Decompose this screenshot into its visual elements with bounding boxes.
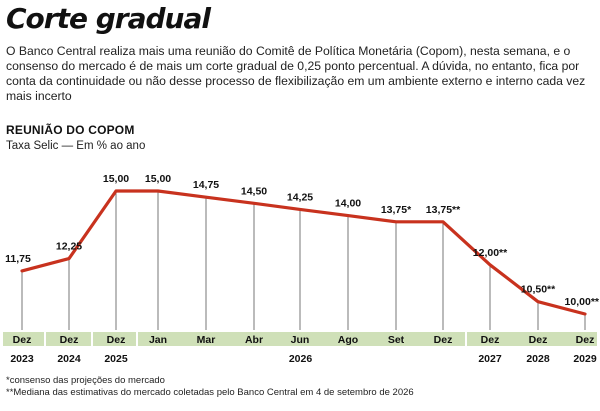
month-tick-label: Jun: [291, 334, 310, 346]
month-tick-label: Dez: [529, 334, 548, 346]
year-label: 2028: [526, 353, 550, 365]
data-label: 12,00**: [473, 247, 508, 259]
year-label: 2024: [57, 353, 81, 365]
group-year-label: 2026: [289, 353, 313, 365]
data-label: 14,00: [335, 198, 361, 210]
month-tick-label: Jan: [149, 334, 167, 346]
month-tick-label: Mar: [197, 334, 216, 346]
chart-subtitle: Taxa Selic — Em % ao ano: [6, 140, 146, 152]
month-tick-label: Dez: [481, 334, 500, 346]
month-tick-label: Set: [388, 334, 405, 346]
month-tick-label: Dez: [60, 334, 79, 346]
month-band: [3, 332, 597, 346]
series-line-selic: [20, 189, 587, 316]
headline: Corte gradual: [6, 2, 211, 35]
year-label: 2029: [573, 353, 597, 365]
footnote-2: **Mediana das estimativas do mercado col…: [6, 387, 414, 398]
data-label: 14,75: [193, 179, 219, 191]
data-label: 13,75*: [381, 204, 412, 216]
footnote-1: *consenso das projeções do mercado: [6, 375, 165, 386]
selic-line-chart: 11,75 12,25 15,00 15,00 14,75 14,50 14,25 14,00…: [3, 173, 600, 365]
data-label: 10,50**: [521, 284, 556, 296]
month-tick-label: Dez: [107, 334, 126, 346]
data-label: 15,00: [103, 173, 129, 185]
lede-paragraph: O Banco Central realiza mais uma reunião…: [6, 44, 586, 103]
month-tick-label: Dez: [13, 334, 32, 346]
data-label: 12,25: [56, 241, 82, 253]
year-label: 2027: [478, 353, 502, 365]
year-label: 2025: [104, 353, 128, 365]
data-label: 10,00**: [565, 296, 600, 308]
year-label: 2023: [10, 353, 34, 365]
data-label: 14,25: [287, 191, 313, 203]
chart-kicker: REUNIÃO DO COPOM: [6, 123, 135, 137]
month-tick-label: Abr: [245, 334, 263, 346]
month-tick-label: Ago: [338, 334, 358, 346]
data-label: 13,75**: [426, 204, 461, 216]
data-label: 11,75: [5, 253, 31, 265]
data-label: 14,50: [241, 185, 267, 197]
data-label: 15,00: [145, 173, 171, 185]
month-tick-label: Dez: [434, 334, 453, 346]
month-tick-label: Dez: [576, 334, 595, 346]
